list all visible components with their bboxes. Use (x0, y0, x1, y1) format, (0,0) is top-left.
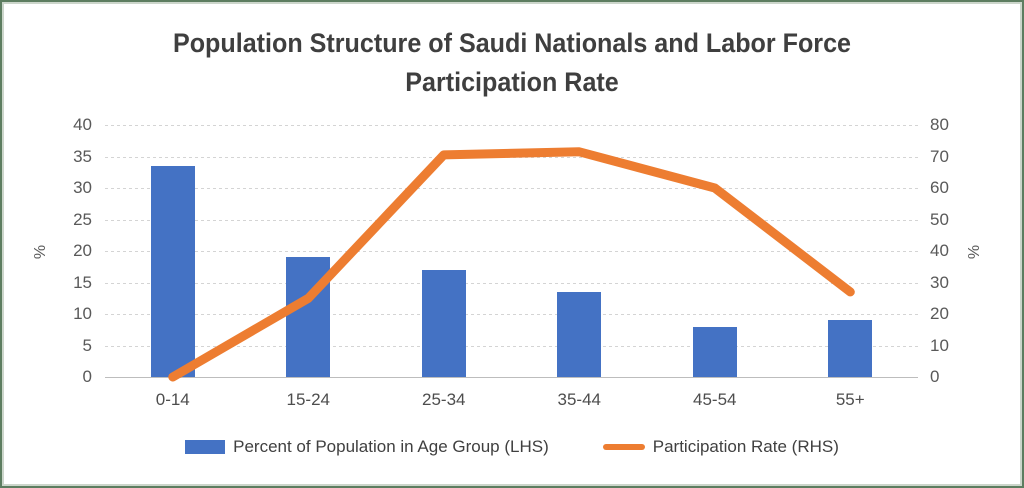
legend-swatch-line (602, 444, 645, 450)
bar-35-44 (557, 291, 602, 377)
bar-25-34 (421, 269, 466, 377)
left-axis-tick-label: 25 (73, 209, 92, 229)
right-axis-tick-label: 70 (930, 146, 949, 166)
gridline (105, 188, 918, 189)
gridline (105, 251, 918, 252)
left-axis-tick-label: 0 (82, 367, 92, 386)
x-axis-label-25-34: 25-34 (422, 390, 466, 409)
x-axis-label-45-54: 45-54 (693, 390, 737, 409)
bar-0-14 (150, 165, 195, 377)
right-axis-tick-label: 30 (930, 272, 949, 292)
legend-label-line: Participation Rate (RHS) (652, 437, 839, 456)
left-axis-title: % (32, 244, 50, 260)
chart-title: Population Structure of Saudi Nationals … (36, 24, 988, 102)
right-axis-tick-label: 10 (930, 335, 949, 355)
left-axis-tick-label: 40 (73, 115, 92, 134)
right-axis-ticks: 0 10 20 30 40 50 60 70 80 (930, 115, 990, 386)
left-axis-tick-label: 20 (73, 241, 92, 260)
plot-area (105, 125, 918, 382)
bar-45-54 (692, 326, 737, 377)
x-axis-label-55+: 55+ (835, 390, 865, 409)
right-axis-title: % (966, 244, 984, 260)
right-axis-tick-label: 20 (930, 304, 949, 323)
left-axis-tick-label: 15 (73, 272, 92, 292)
left-axis-tick-label: 5 (82, 335, 92, 355)
gridline (105, 219, 918, 221)
right-axis-tick-label: 50 (930, 209, 949, 229)
left-axis-tick-label: 30 (73, 178, 92, 197)
x-axis-label-15-24: 15-24 (286, 390, 330, 409)
chart-title-line2: Participation Rate (405, 67, 619, 97)
legend-item-line: Participation Rate (RHS) (602, 437, 839, 457)
gridline (105, 125, 918, 126)
left-axis-tick-label: 35 (73, 146, 92, 166)
legend-label-bars: Percent of Population in Age Group (LHS) (233, 437, 549, 456)
x-axis-labels: 0-14 15-24 25-34 35-44 45-54 55+ (105, 390, 918, 414)
x-axis-label-35-44: 35-44 (557, 390, 601, 409)
line-path (168, 147, 855, 382)
left-axis-ticks: 0 5 10 15 20 25 30 35 40 (38, 115, 92, 386)
gridline (105, 282, 918, 284)
participation-rate-line (168, 147, 855, 382)
legend-swatch-bar (185, 440, 226, 454)
right-axis-tick-label: 80 (930, 115, 949, 134)
chart-title-line1: Population Structure of Saudi Nationals … (172, 28, 852, 58)
gridline (105, 314, 918, 315)
x-axis-label-0-14: 0-14 (155, 390, 190, 409)
right-axis-tick-label: 60 (930, 178, 949, 197)
gridline (105, 345, 918, 347)
right-axis-tick-label: 40 (930, 241, 949, 260)
right-axis-tick-label: 0 (930, 367, 940, 386)
legend: Percent of Population in Age Group (LHS)… (0, 437, 1024, 457)
left-axis-tick-label: 10 (73, 304, 92, 323)
x-axis-line (105, 377, 918, 378)
bar-55+ (828, 320, 873, 377)
legend-item-bars: Percent of Population in Age Group (LHS) (185, 437, 549, 457)
